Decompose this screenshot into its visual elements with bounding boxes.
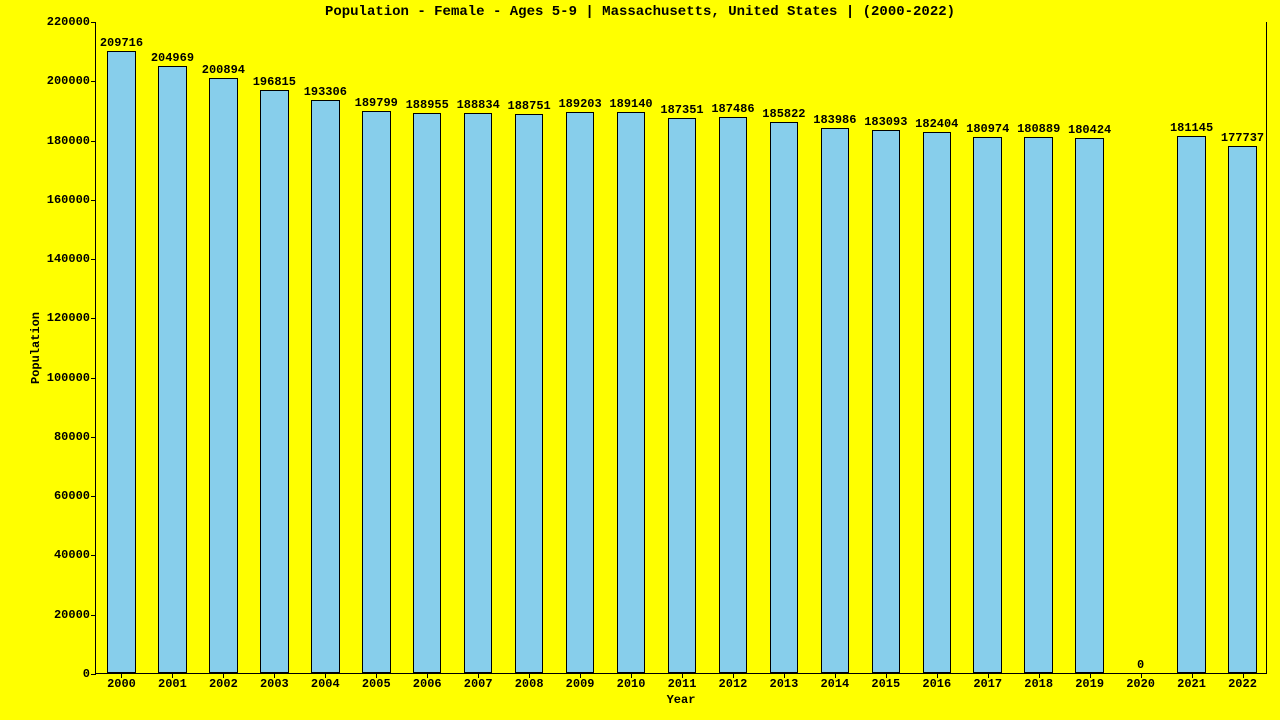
y-tick-label: 200000	[47, 74, 96, 88]
bar-value-label: 193306	[304, 85, 347, 99]
bar-value-label: 196815	[253, 75, 296, 89]
bar-value-label: 189799	[355, 96, 398, 110]
y-tick-mark	[91, 615, 96, 616]
x-tick-mark	[1243, 673, 1244, 678]
x-tick-mark	[1141, 673, 1142, 678]
x-tick-mark	[478, 673, 479, 678]
y-tick-label: 160000	[47, 193, 96, 207]
bar-value-label: 180424	[1068, 123, 1111, 137]
bar-value-label: 187351	[660, 103, 703, 117]
y-tick-label: 80000	[54, 430, 96, 444]
bar-value-label: 181145	[1170, 121, 1213, 135]
bar-value-label: 182404	[915, 117, 958, 131]
x-tick-mark	[784, 673, 785, 678]
y-tick-label: 140000	[47, 252, 96, 266]
y-tick-label: 220000	[47, 15, 96, 29]
y-tick-label: 20000	[54, 608, 96, 622]
y-tick-label: 120000	[47, 311, 96, 325]
y-tick-mark	[91, 378, 96, 379]
bar	[1075, 138, 1104, 673]
bar	[872, 130, 901, 673]
y-axis-title: Population	[29, 311, 43, 383]
x-tick-mark	[886, 673, 887, 678]
x-tick-mark	[172, 673, 173, 678]
bar-value-label: 188955	[406, 98, 449, 112]
x-tick-mark	[937, 673, 938, 678]
chart-container: Population - Female - Ages 5-9 | Massach…	[0, 0, 1280, 720]
bar	[464, 113, 493, 673]
bar	[158, 66, 187, 673]
bar-value-label: 189140	[609, 97, 652, 111]
x-tick-mark	[1039, 673, 1040, 678]
y-tick-mark	[91, 437, 96, 438]
y-tick-label: 100000	[47, 371, 96, 385]
bar	[209, 78, 238, 673]
bar	[973, 137, 1002, 673]
y-tick-label: 180000	[47, 134, 96, 148]
bar	[260, 90, 289, 673]
bar-value-label: 180974	[966, 122, 1009, 136]
bar-value-label: 183986	[813, 113, 856, 127]
x-tick-mark	[580, 673, 581, 678]
bar	[770, 122, 799, 673]
x-tick-mark	[121, 673, 122, 678]
x-axis-title: Year	[96, 693, 1266, 707]
y-tick-mark	[91, 22, 96, 23]
x-tick-mark	[529, 673, 530, 678]
y-tick-mark	[91, 259, 96, 260]
bar-value-label: 180889	[1017, 122, 1060, 136]
y-tick-mark	[91, 141, 96, 142]
plot-area: Population Year 020000400006000080000100…	[95, 22, 1267, 674]
x-tick-mark	[223, 673, 224, 678]
bar	[566, 112, 595, 673]
bar-value-label: 188834	[457, 98, 500, 112]
bar-value-label: 0	[1137, 658, 1144, 672]
y-tick-label: 60000	[54, 489, 96, 503]
bar-value-label: 188751	[508, 99, 551, 113]
bar	[311, 100, 340, 673]
bar-value-label: 187486	[711, 102, 754, 116]
bar	[107, 51, 136, 673]
x-tick-mark	[835, 673, 836, 678]
x-tick-mark	[733, 673, 734, 678]
x-tick-mark	[376, 673, 377, 678]
chart-title: Population - Female - Ages 5-9 | Massach…	[0, 4, 1280, 20]
y-tick-mark	[91, 318, 96, 319]
x-tick-mark	[988, 673, 989, 678]
bar	[515, 114, 544, 673]
x-tick-mark	[274, 673, 275, 678]
y-tick-label: 40000	[54, 548, 96, 562]
bar	[719, 117, 748, 673]
bar-value-label: 183093	[864, 115, 907, 129]
x-tick-mark	[682, 673, 683, 678]
bar	[413, 113, 442, 673]
y-tick-mark	[91, 81, 96, 82]
bar	[668, 118, 697, 673]
bar	[362, 111, 391, 673]
bar	[923, 132, 952, 673]
x-tick-mark	[325, 673, 326, 678]
bar-value-label: 204969	[151, 51, 194, 65]
bar	[1024, 137, 1053, 673]
bar-value-label: 177737	[1221, 131, 1264, 145]
x-tick-mark	[631, 673, 632, 678]
x-tick-mark	[427, 673, 428, 678]
bar-value-label: 209716	[100, 36, 143, 50]
y-tick-mark	[91, 555, 96, 556]
x-tick-mark	[1090, 673, 1091, 678]
bar	[1177, 136, 1206, 673]
bar-value-label: 200894	[202, 63, 245, 77]
x-tick-mark	[1192, 673, 1193, 678]
bar-value-label: 185822	[762, 107, 805, 121]
y-tick-mark	[91, 200, 96, 201]
bar-value-label: 189203	[558, 97, 601, 111]
y-tick-mark	[91, 496, 96, 497]
bar	[617, 112, 646, 673]
bar	[821, 128, 850, 673]
bar	[1228, 146, 1257, 673]
y-tick-mark	[91, 674, 96, 675]
